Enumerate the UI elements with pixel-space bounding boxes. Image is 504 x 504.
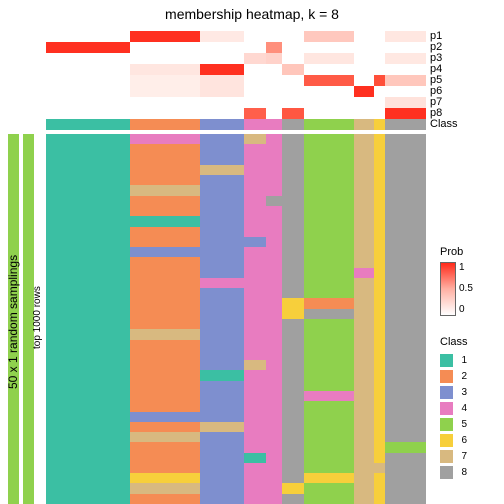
sampling-row xyxy=(46,483,426,494)
sampling-row xyxy=(46,319,426,330)
legend-prob-tick: 0.5 xyxy=(459,283,473,294)
legend-prob-title: Prob xyxy=(440,246,463,258)
sampling-row xyxy=(46,144,426,155)
sampling-row xyxy=(46,257,426,268)
membership-row xyxy=(46,53,426,64)
legend-swatch-icon xyxy=(440,402,453,415)
sampling-row xyxy=(46,196,426,207)
membership-row xyxy=(46,64,426,75)
sampling-row xyxy=(46,412,426,423)
legend-class: Class 1 2 3 4 5 6 7 8 xyxy=(440,336,468,480)
sampling-row xyxy=(46,165,426,176)
sampling-row xyxy=(46,288,426,299)
sampling-row xyxy=(46,134,426,145)
class-label: Class xyxy=(430,118,458,130)
sampling-row xyxy=(46,432,426,443)
legend-class-item: 2 xyxy=(440,368,468,384)
sampling-row xyxy=(46,494,426,504)
sampling-row xyxy=(46,350,426,361)
sampling-row xyxy=(46,237,426,248)
membership-row xyxy=(46,108,426,119)
membership-row xyxy=(46,42,426,53)
legend-prob-tick: 1 xyxy=(459,262,465,273)
legend-class-label: 7 xyxy=(461,451,467,462)
sampling-row xyxy=(46,185,426,196)
sampling-row xyxy=(46,453,426,464)
legend-class-title: Class xyxy=(440,336,468,348)
sidebar-inner-label: top 1000 rows xyxy=(32,286,43,349)
legend-class-label: 8 xyxy=(461,467,467,478)
figure: membership heatmap, k = 8 50 x 1 random … xyxy=(0,0,504,504)
legend-swatch-icon xyxy=(440,450,453,463)
sampling-row xyxy=(46,268,426,279)
legend-class-label: 4 xyxy=(461,403,467,414)
sampling-row xyxy=(46,401,426,412)
sampling-row xyxy=(46,206,426,217)
sampling-row xyxy=(46,473,426,484)
legend-swatch-icon xyxy=(440,370,453,383)
sampling-row xyxy=(46,422,426,433)
sampling-row xyxy=(46,463,426,474)
sampling-row xyxy=(46,381,426,392)
legend-swatch-icon xyxy=(440,354,453,367)
legend-class-label: 6 xyxy=(461,435,467,446)
sampling-row xyxy=(46,309,426,320)
legend-class-item: 4 xyxy=(440,400,468,416)
legend-class-item: 7 xyxy=(440,448,468,464)
sampling-row xyxy=(46,278,426,289)
membership-row xyxy=(46,75,426,86)
sidebar-outer-label: 50 x 1 random samplings xyxy=(6,255,20,389)
legend-class-item: 3 xyxy=(440,384,468,400)
membership-row xyxy=(46,31,426,42)
legend-swatch-icon xyxy=(440,418,453,431)
legend-prob-bar-icon xyxy=(440,262,456,316)
sampling-row xyxy=(46,329,426,340)
legend-swatch-icon xyxy=(440,466,453,479)
sampling-row xyxy=(46,175,426,186)
legend-prob: Prob 10.50 xyxy=(440,246,463,316)
sampling-row xyxy=(46,227,426,238)
legend-class-label: 5 xyxy=(461,419,467,430)
legend-class-item: 6 xyxy=(440,432,468,448)
membership-row xyxy=(46,86,426,97)
legend-class-item: 5 xyxy=(440,416,468,432)
chart-title: membership heatmap, k = 8 xyxy=(0,6,504,22)
membership-rows xyxy=(46,31,426,119)
sampling-row xyxy=(46,298,426,309)
legend-class-label: 2 xyxy=(461,371,467,382)
sampling-row xyxy=(46,247,426,258)
legend-class-item: 1 xyxy=(440,352,468,368)
sampling-row xyxy=(46,442,426,453)
legend-swatch-icon xyxy=(440,386,453,399)
sampling-row xyxy=(46,155,426,166)
legend-class-label: 1 xyxy=(461,355,467,366)
sampling-row xyxy=(46,360,426,371)
legend-prob-tick: 0 xyxy=(459,304,465,315)
membership-row xyxy=(46,97,426,108)
sampling-heatmap xyxy=(46,134,426,504)
legend-class-item: 8 xyxy=(440,464,468,480)
sampling-row xyxy=(46,391,426,402)
legend-class-label: 3 xyxy=(461,387,467,398)
sampling-row xyxy=(46,340,426,351)
sampling-row xyxy=(46,216,426,227)
sampling-row xyxy=(46,370,426,381)
class-strip xyxy=(46,119,426,130)
legend-swatch-icon xyxy=(440,434,453,447)
